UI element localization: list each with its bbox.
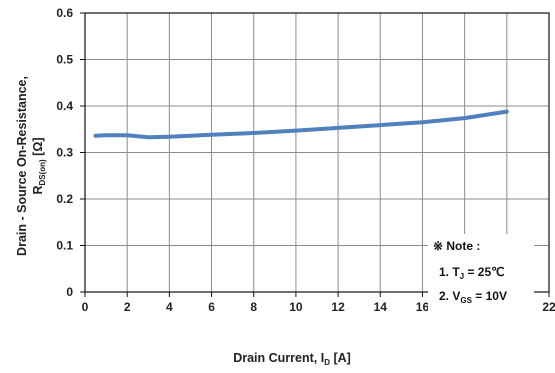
y-tick-label: 0	[66, 285, 73, 299]
x-tick-label: 0	[82, 300, 89, 314]
x-tick-label: 10	[289, 300, 303, 314]
y-tick-label: 0.6	[56, 6, 73, 20]
note-line-1: 1. TJ = 25℃	[439, 265, 505, 281]
x-tick-label: 14	[374, 300, 388, 314]
x-axis-title: Drain Current, ID [A]	[233, 351, 351, 367]
y-tick-label: 0.4	[56, 99, 73, 113]
note-title: ※ Note :	[433, 239, 480, 253]
y-tick-label: 0.5	[56, 53, 73, 67]
x-tick-label: 12	[331, 300, 345, 314]
y-tick-label: 0.1	[56, 239, 73, 253]
y-axis-title-line2: RDS(on) [Ω]	[31, 137, 47, 194]
y-tick-label: 0.2	[56, 192, 73, 206]
x-tick-label: 16	[416, 300, 430, 314]
x-tick-label: 8	[250, 300, 257, 314]
series-line	[93, 109, 509, 140]
y-tick-label: 0.3	[56, 146, 73, 160]
x-tick-label: 22	[542, 300, 555, 314]
y-axis-title-line1: Drain - Source On-Resistance,	[15, 76, 29, 256]
note-line-2: 2. VGS = 10V	[439, 289, 507, 305]
y-axis-title: Drain - Source On-Resistance, RDS(on) [Ω…	[15, 76, 47, 256]
x-tick-label: 2	[124, 300, 131, 314]
x-tick-label: 6	[208, 300, 215, 314]
x-tick-label: 4	[166, 300, 173, 314]
y-axis: 0 0.1 0.2 0.3 0.4 0.5 0.6	[56, 6, 85, 299]
grid	[85, 13, 549, 292]
note-box: ※ Note : 1. TJ = 25℃ 2. VGS = 10V	[428, 234, 534, 311]
